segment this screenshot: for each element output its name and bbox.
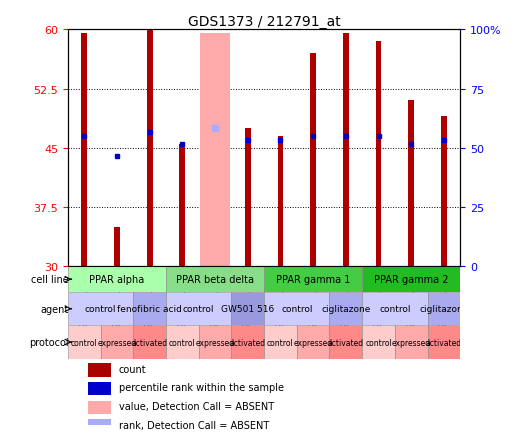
- Text: expressed: expressed: [293, 338, 333, 347]
- Bar: [68, 293, 133, 326]
- Text: value, Detection Call = ABSENT: value, Detection Call = ABSENT: [119, 401, 274, 411]
- Text: control: control: [281, 305, 313, 313]
- Bar: [264, 293, 329, 326]
- Bar: [88, 419, 111, 433]
- Text: expressed: expressed: [392, 338, 431, 347]
- Bar: [441, 117, 447, 266]
- Bar: [245, 129, 251, 266]
- Bar: [133, 293, 166, 326]
- Text: count: count: [119, 364, 146, 374]
- Bar: [329, 293, 362, 326]
- Bar: [310, 54, 316, 266]
- Bar: [231, 293, 264, 326]
- Bar: [133, 326, 166, 359]
- Bar: [199, 326, 231, 359]
- Text: GW501 516: GW501 516: [221, 305, 275, 313]
- Text: PPAR gamma 2: PPAR gamma 2: [374, 275, 448, 285]
- Text: activated: activated: [328, 338, 364, 347]
- Bar: [278, 137, 283, 266]
- Title: GDS1373 / 212791_at: GDS1373 / 212791_at: [188, 15, 340, 30]
- Text: activated: activated: [132, 338, 168, 347]
- Bar: [179, 145, 185, 266]
- Text: PPAR beta delta: PPAR beta delta: [176, 275, 254, 285]
- Text: control: control: [169, 338, 196, 347]
- Bar: [147, 30, 153, 266]
- Bar: [428, 293, 460, 326]
- Bar: [297, 326, 329, 359]
- Bar: [395, 326, 428, 359]
- Bar: [362, 266, 460, 293]
- Text: activated: activated: [426, 338, 462, 347]
- Text: control: control: [71, 338, 98, 347]
- Text: fenofibric acid: fenofibric acid: [117, 305, 182, 313]
- Bar: [264, 266, 362, 293]
- Text: PPAR gamma 1: PPAR gamma 1: [276, 275, 350, 285]
- Text: protocol: protocol: [29, 337, 69, 347]
- Bar: [200, 34, 230, 266]
- Bar: [166, 326, 199, 359]
- Text: ciglitazone: ciglitazone: [419, 305, 469, 313]
- Bar: [88, 401, 111, 414]
- Bar: [68, 326, 100, 359]
- Text: agent: agent: [40, 304, 69, 314]
- Bar: [362, 326, 395, 359]
- Text: expressed: expressed: [97, 338, 137, 347]
- Bar: [88, 382, 111, 395]
- Bar: [88, 364, 111, 377]
- Bar: [100, 326, 133, 359]
- Bar: [376, 42, 381, 266]
- Bar: [231, 326, 264, 359]
- Text: percentile rank within the sample: percentile rank within the sample: [119, 382, 284, 392]
- Text: control: control: [379, 305, 411, 313]
- Text: control: control: [85, 305, 117, 313]
- Text: control: control: [267, 338, 294, 347]
- Bar: [428, 326, 460, 359]
- Bar: [362, 293, 428, 326]
- Bar: [82, 34, 87, 266]
- Bar: [114, 227, 120, 266]
- Text: cell line: cell line: [31, 275, 69, 285]
- Bar: [329, 326, 362, 359]
- Text: control: control: [365, 338, 392, 347]
- Bar: [343, 34, 349, 266]
- Bar: [166, 293, 231, 326]
- Bar: [166, 266, 264, 293]
- Bar: [264, 326, 297, 359]
- Text: ciglitazone: ciglitazone: [321, 305, 370, 313]
- Bar: [408, 101, 414, 266]
- Text: activated: activated: [230, 338, 266, 347]
- Text: expressed: expressed: [196, 338, 235, 347]
- Text: rank, Detection Call = ABSENT: rank, Detection Call = ABSENT: [119, 420, 269, 430]
- Text: PPAR alpha: PPAR alpha: [89, 275, 145, 285]
- Text: control: control: [183, 305, 214, 313]
- Bar: [68, 266, 166, 293]
